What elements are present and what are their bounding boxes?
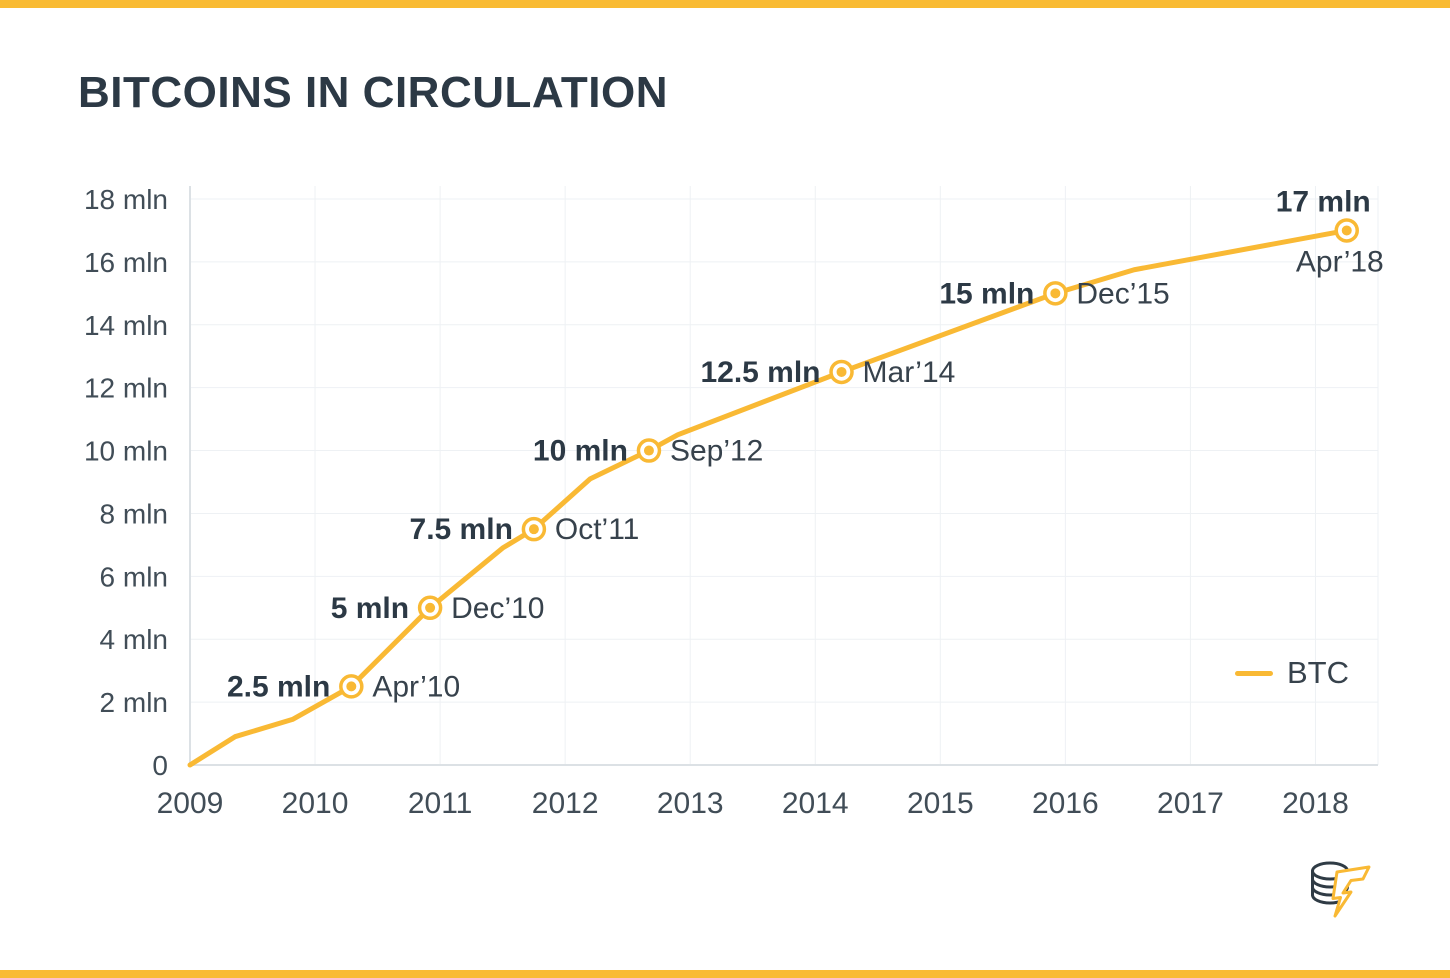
x-axis-tick-label: 2013 — [657, 787, 724, 820]
x-axis-tick-label: 2016 — [1032, 787, 1099, 820]
site-logo — [1311, 861, 1371, 918]
milestone-marker-dot — [1050, 288, 1061, 299]
y-axis-tick-label: 10 mln — [84, 436, 168, 467]
milestone-value-label: 17 mln — [1276, 185, 1371, 218]
milestone-value-label: 15 mln — [939, 277, 1034, 310]
page-title: BITCOINS IN CIRCULATION — [78, 68, 668, 117]
top-accent-bar — [0, 0, 1450, 8]
y-axis-tick-label: 14 mln — [84, 310, 168, 341]
x-axis-tick-label: 2018 — [1282, 787, 1349, 820]
y-axis-tick-label: 6 mln — [100, 561, 168, 592]
milestone-date-label: Apr’10 — [372, 670, 460, 703]
milestone-marker-dot — [643, 445, 654, 456]
y-axis-tick-label: 0 — [152, 750, 168, 781]
milestone-marker-dot — [528, 524, 539, 535]
milestone-value-label: 10 mln — [533, 435, 628, 468]
milestone-date-label: Sep’12 — [670, 435, 763, 468]
y-axis-tick-label: 16 mln — [84, 247, 168, 278]
btc-line-swatch-icon — [1235, 670, 1273, 676]
y-axis-tick-label: 8 mln — [100, 498, 168, 529]
x-axis-tick-label: 2015 — [907, 787, 974, 820]
milestone-value-label: 7.5 mln — [410, 513, 513, 546]
x-axis-tick-label: 2011 — [408, 787, 473, 820]
milestone-date-label: Dec’10 — [451, 592, 544, 625]
milestone-value-label: 2.5 mln — [227, 670, 330, 703]
milestone-date-label: Mar’14 — [863, 356, 956, 389]
y-axis-tick-label: 18 mln — [84, 184, 168, 215]
milestone-marker-dot — [425, 602, 436, 613]
x-axis-tick-label: 2012 — [532, 787, 599, 820]
milestone-value-label: 12.5 mln — [700, 356, 820, 389]
milestone-marker-dot — [1341, 225, 1352, 236]
legend-label: BTC — [1287, 655, 1349, 690]
y-axis-tick-label: 12 mln — [84, 373, 168, 404]
y-axis-tick-label: 2 mln — [100, 687, 168, 718]
milestone-value-label: 5 mln — [331, 592, 409, 625]
lightning-bolt-icon — [1331, 865, 1371, 918]
x-axis-tick-label: 2017 — [1157, 787, 1224, 820]
milestone-marker-dot — [346, 681, 357, 692]
btc-line-series — [187, 227, 1350, 768]
x-axis-tick-label: 2010 — [282, 787, 349, 820]
milestone-date-label: Apr’18 — [1296, 245, 1384, 278]
chart-legend: BTC — [1235, 655, 1349, 691]
milestone-date-label: Dec’15 — [1076, 277, 1169, 310]
bottom-accent-bar — [0, 970, 1450, 978]
y-axis-tick-label: 4 mln — [100, 624, 168, 655]
milestone-marker-dot — [836, 366, 847, 377]
x-axis-tick-label: 2014 — [782, 787, 849, 820]
x-axis-tick-label: 2009 — [157, 787, 224, 820]
milestone-date-label: Oct’11 — [555, 513, 639, 546]
